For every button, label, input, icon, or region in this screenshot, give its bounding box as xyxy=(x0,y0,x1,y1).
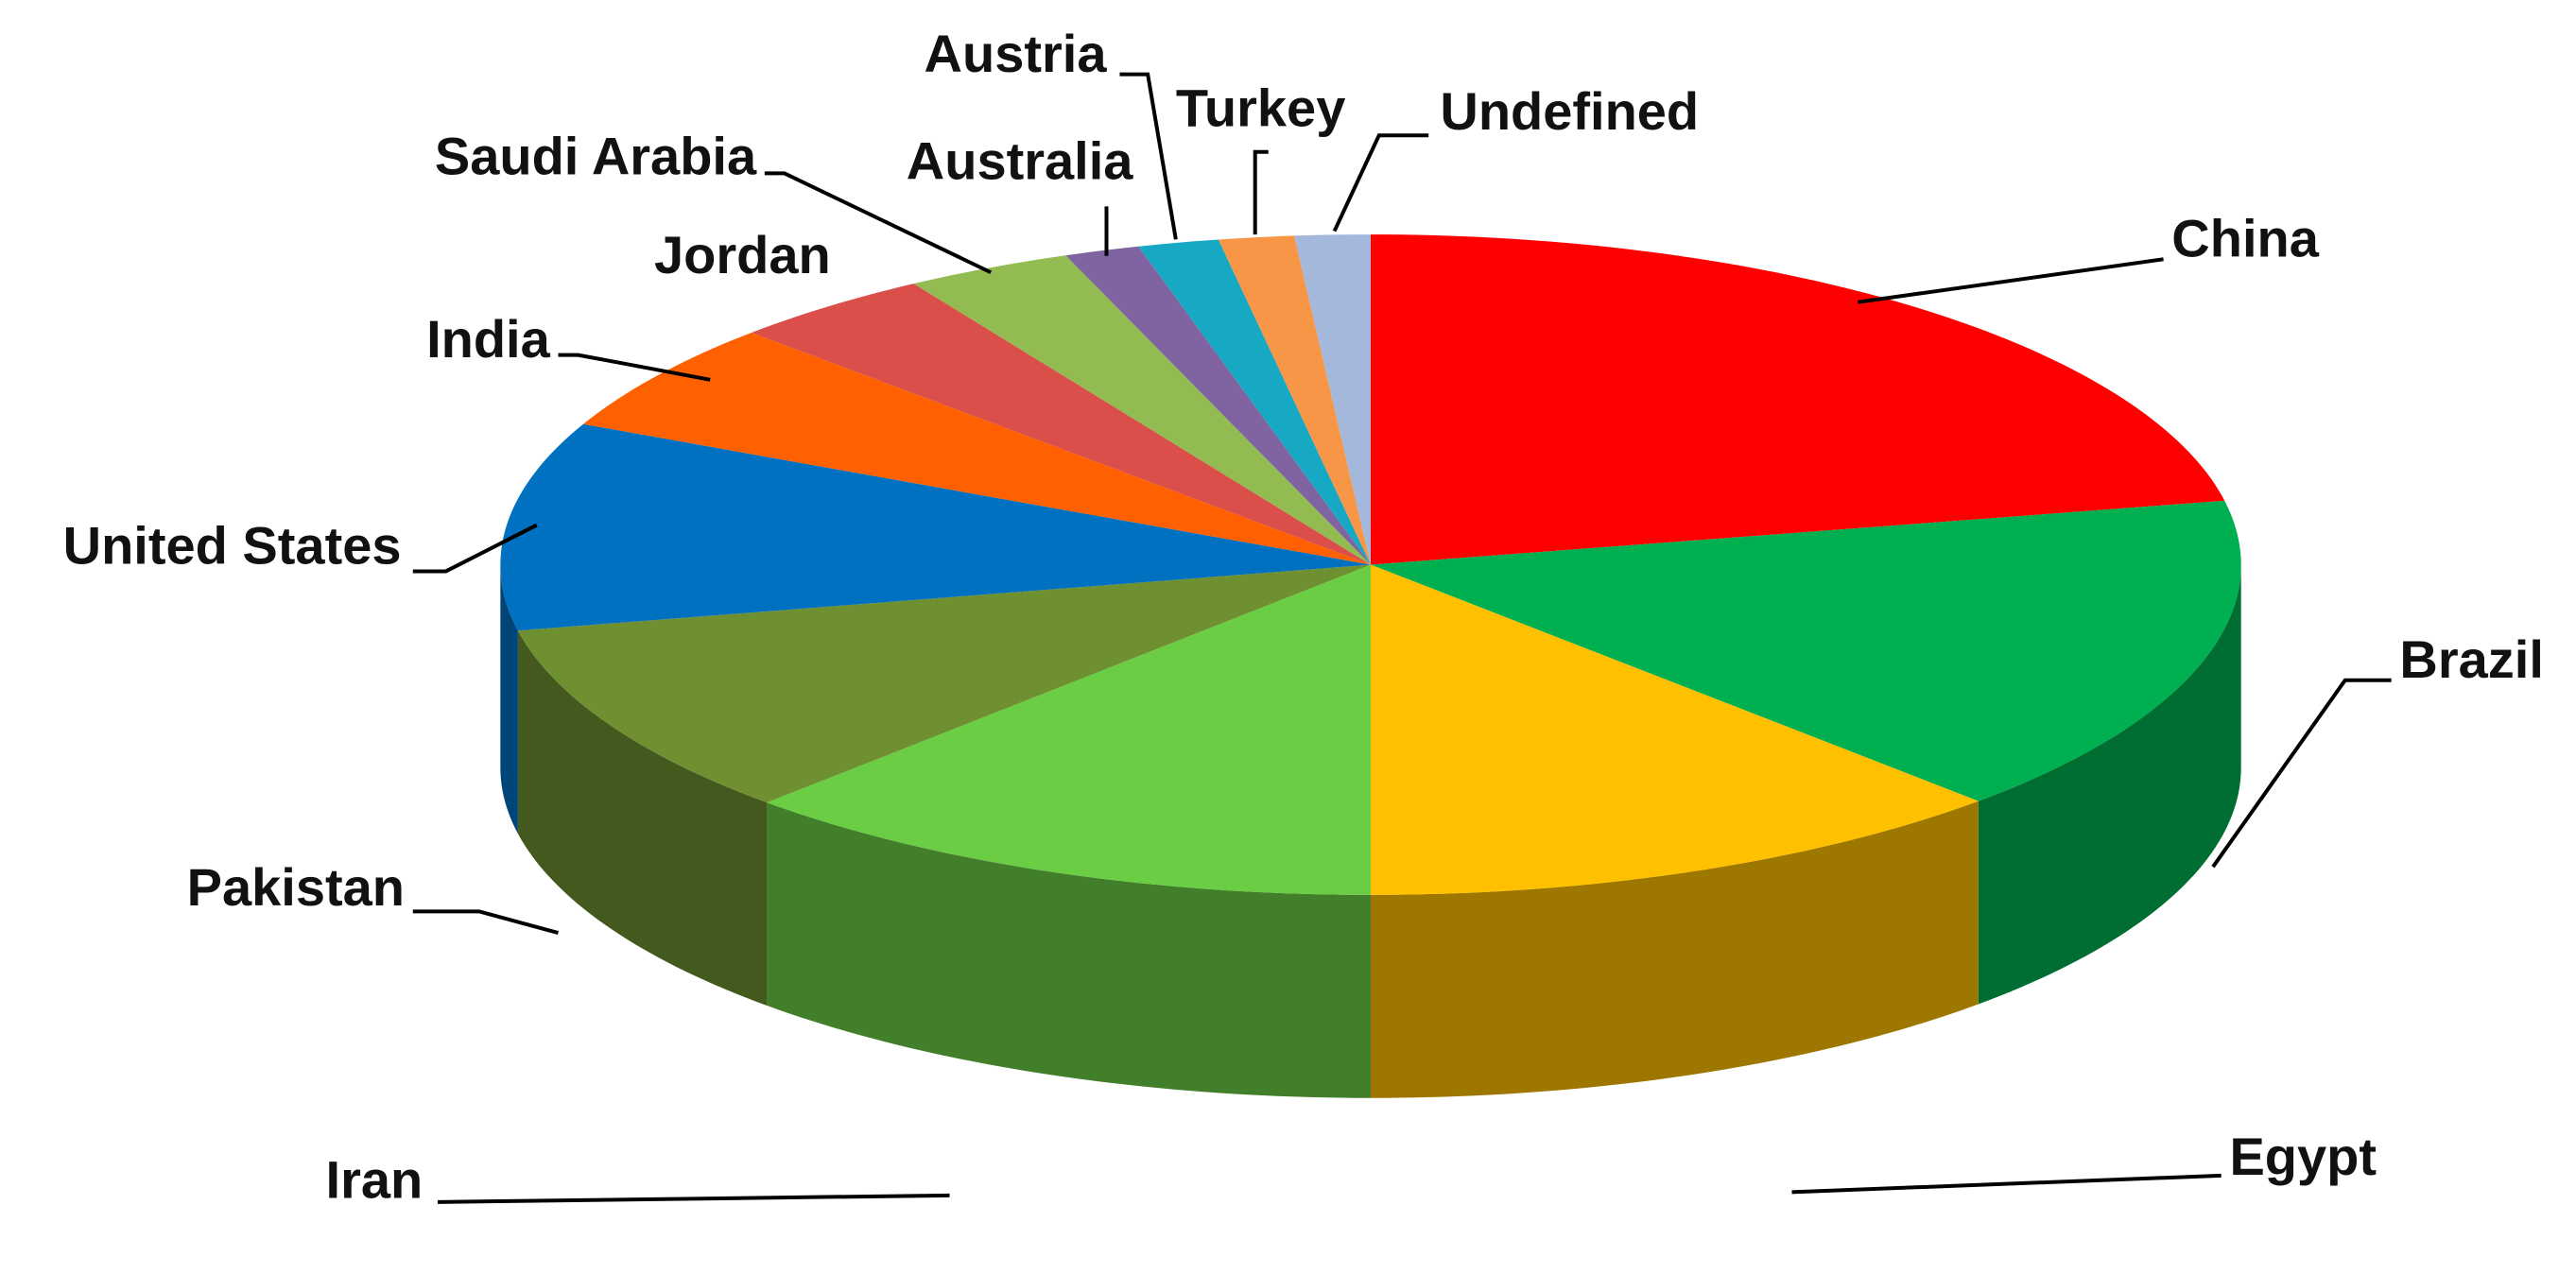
slice-label: Pakistan xyxy=(187,857,405,917)
leader-line xyxy=(2211,678,2392,869)
slice-side xyxy=(767,802,1372,1098)
slice-label: Jordan xyxy=(654,225,831,284)
slice-label: Turkey xyxy=(1176,78,1345,138)
slice-label: Undefined xyxy=(1440,81,1699,141)
slice-side xyxy=(517,630,768,1007)
slice-label: Brazil xyxy=(2399,629,2544,689)
slice xyxy=(1065,246,1372,565)
slice xyxy=(913,255,1372,565)
leader-line xyxy=(1253,149,1269,235)
slice-label: China xyxy=(2171,209,2319,268)
slice xyxy=(1371,500,2241,801)
slice-label: Iran xyxy=(326,1149,424,1209)
leader-line xyxy=(764,171,993,275)
slice-side xyxy=(1371,801,1979,1098)
leader-line xyxy=(437,1193,950,1204)
slice xyxy=(500,423,1372,631)
slice-label: Austria xyxy=(925,24,1108,83)
slice-side xyxy=(500,564,518,835)
slice-label: Saudi Arabia xyxy=(435,126,757,185)
slice xyxy=(1218,235,1372,565)
slice-side xyxy=(1978,564,2241,1005)
slice xyxy=(1371,564,1979,895)
leader-line xyxy=(412,523,538,574)
slice xyxy=(1371,234,2225,565)
slice xyxy=(767,564,1372,895)
slice-label: India xyxy=(426,309,551,369)
leader-line xyxy=(1332,133,1429,232)
slice-label: Australia xyxy=(907,130,1133,190)
slice-label: United States xyxy=(63,516,402,576)
leader-line xyxy=(1858,257,2164,304)
slice-label: Egypt xyxy=(2229,1127,2377,1186)
slice xyxy=(517,564,1372,803)
slice xyxy=(582,332,1372,565)
leader-line xyxy=(412,909,560,935)
slice xyxy=(1294,234,1372,565)
slice xyxy=(1138,239,1372,565)
slice xyxy=(751,284,1372,565)
leader-line xyxy=(558,353,711,382)
leader-line xyxy=(1119,72,1178,240)
leader-line xyxy=(1791,1173,2222,1195)
